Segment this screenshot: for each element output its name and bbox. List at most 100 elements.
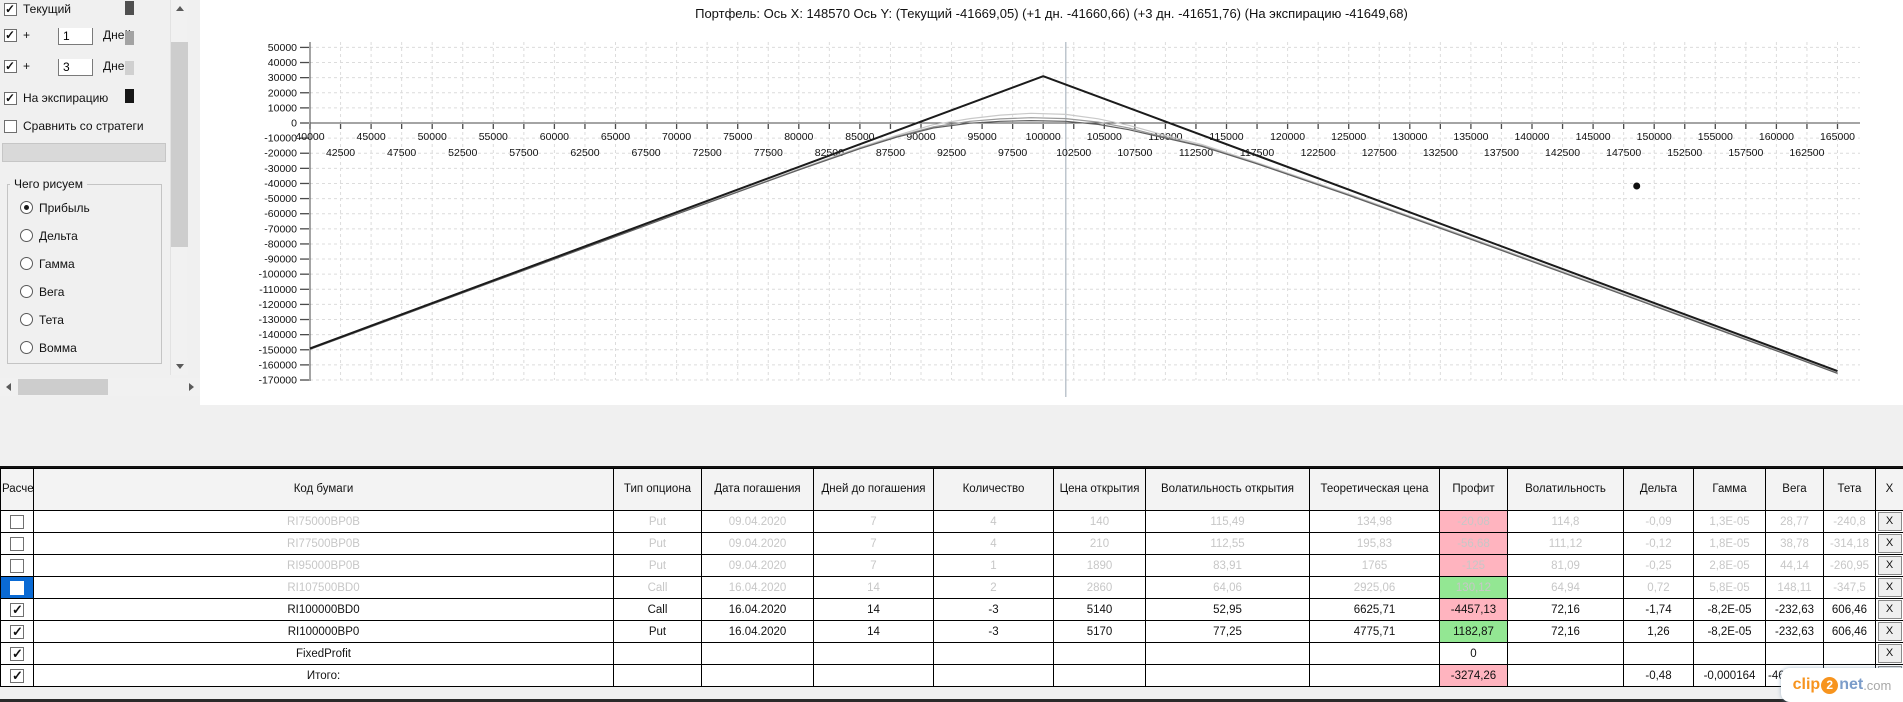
column-header[interactable]: Дельта: [1623, 468, 1694, 511]
column-header[interactable]: Дата погашения: [701, 468, 814, 511]
days-input-3[interactable]: [58, 59, 93, 76]
cell: -4457,13: [1439, 598, 1508, 621]
checkbox-icon[interactable]: [4, 59, 17, 73]
delete-row-button[interactable]: X: [1877, 600, 1902, 619]
column-header[interactable]: Теоретическая цена: [1309, 468, 1440, 511]
checkbox-icon[interactable]: [4, 28, 17, 42]
row-select-cell[interactable]: [0, 598, 34, 621]
panel-vertical-scrollbar[interactable]: [170, 0, 188, 375]
draw-option[interactable]: Прибыль: [20, 201, 161, 215]
svg-text:90000: 90000: [906, 131, 935, 143]
row-checkbox[interactable]: [10, 624, 24, 640]
cell: 140: [1053, 510, 1146, 533]
row-checkbox[interactable]: [10, 536, 24, 551]
checkbox-icon[interactable]: [4, 120, 17, 133]
cell: [1623, 642, 1694, 665]
svg-text:75000: 75000: [723, 131, 752, 143]
column-header[interactable]: Код бумаги: [33, 468, 614, 511]
scroll-left-button[interactable]: [0, 378, 17, 395]
compare-strategy-toggle[interactable]: Сравнить со стратеги: [0, 119, 168, 139]
cell: 09.04.2020: [701, 510, 814, 533]
radio-icon[interactable]: [20, 341, 33, 354]
row-checkbox[interactable]: [10, 646, 24, 662]
delete-row-button[interactable]: X: [1877, 512, 1902, 531]
delete-row-button[interactable]: X: [1877, 578, 1902, 597]
svg-text:80000: 80000: [784, 131, 813, 143]
row-select-cell[interactable]: [0, 642, 34, 665]
row-select-cell[interactable]: [0, 554, 34, 577]
row-checkbox[interactable]: [10, 580, 24, 595]
delete-row-button[interactable]: X: [1877, 644, 1902, 663]
row-checkbox[interactable]: [10, 558, 24, 573]
svg-text:-50000: -50000: [264, 193, 297, 205]
draw-option-label: Тета: [39, 313, 64, 327]
series-toggle-plus3[interactable]: + Дней: [0, 59, 168, 79]
table-row: RI77500BP0B Put 09.04.2020 7 4 210 112,55 195,8…: [0, 532, 1903, 555]
cell: 16.04.2020: [701, 620, 814, 643]
scrollbar-thumb[interactable]: [171, 42, 188, 247]
draw-option[interactable]: Вомма: [20, 341, 161, 355]
cell: 5140: [1053, 598, 1146, 621]
column-header[interactable]: Количество: [933, 468, 1054, 511]
days-label: Дней: [103, 28, 132, 42]
column-header[interactable]: X: [1875, 468, 1903, 511]
svg-text:45000: 45000: [356, 131, 385, 143]
cell: [1145, 664, 1310, 687]
scroll-right-button[interactable]: [183, 378, 200, 395]
svg-text:20000: 20000: [268, 87, 297, 99]
column-header[interactable]: Расчет: [0, 468, 34, 511]
svg-text:-120000: -120000: [258, 299, 297, 311]
scroll-up-button[interactable]: [171, 0, 188, 17]
svg-text:70000: 70000: [662, 131, 691, 143]
row-select-cell[interactable]: [0, 664, 34, 687]
series-toggle-current[interactable]: Текущий: [0, 2, 168, 22]
svg-text:100000: 100000: [1026, 131, 1061, 143]
cell: 111,12: [1507, 532, 1624, 555]
delete-row-button[interactable]: X: [1877, 556, 1902, 575]
column-header[interactable]: Волатильность: [1507, 468, 1624, 511]
radio-icon[interactable]: [20, 229, 33, 242]
draw-option-label: Прибыль: [39, 201, 90, 215]
panel-horizontal-scrollbar[interactable]: [0, 378, 200, 396]
column-header[interactable]: Волатильность открытия: [1145, 468, 1310, 511]
radio-icon[interactable]: [20, 257, 33, 270]
delete-row-button[interactable]: X: [1877, 622, 1902, 641]
draw-option-label: Дельта: [39, 229, 78, 243]
radio-icon[interactable]: [20, 313, 33, 326]
column-header[interactable]: Профит: [1439, 468, 1508, 511]
checkbox-icon[interactable]: [4, 2, 17, 16]
column-header[interactable]: Дней до погашения: [813, 468, 934, 511]
cell: [701, 642, 814, 665]
draw-option[interactable]: Дельта: [20, 229, 161, 243]
radio-icon[interactable]: [20, 201, 33, 214]
row-select-cell[interactable]: [0, 576, 34, 599]
column-header[interactable]: Тета: [1823, 468, 1876, 511]
strategy-compare-input[interactable]: [2, 143, 166, 162]
table-row: RI75000BP0B Put 09.04.2020 7 4 140 115,49 134,9…: [0, 510, 1903, 533]
cell: 64,06: [1145, 576, 1310, 599]
draw-option[interactable]: Гамма: [20, 257, 161, 271]
row-checkbox[interactable]: [10, 668, 24, 684]
scroll-down-button[interactable]: [171, 358, 188, 375]
draw-option[interactable]: Вега: [20, 285, 161, 299]
column-header[interactable]: Цена открытия: [1053, 468, 1146, 511]
row-checkbox[interactable]: [10, 514, 24, 529]
svg-text:-90000: -90000: [264, 254, 297, 266]
delete-row-button[interactable]: X: [1877, 534, 1902, 553]
row-checkbox[interactable]: [10, 602, 24, 618]
series-toggle-expiration[interactable]: На экспирацию: [0, 91, 168, 111]
row-select-cell[interactable]: [0, 532, 34, 555]
row-select-cell[interactable]: [0, 620, 34, 643]
row-select-cell[interactable]: [0, 510, 34, 533]
radio-icon[interactable]: [20, 285, 33, 298]
column-header[interactable]: Гамма: [1693, 468, 1766, 511]
column-header[interactable]: Вега: [1765, 468, 1824, 511]
chart-canvas[interactable]: 50000400003000020000100000-10000-20000-3…: [200, 0, 1903, 405]
checkbox-icon[interactable]: [4, 91, 17, 105]
scrollbar-thumb[interactable]: [18, 379, 108, 395]
days-input-1[interactable]: [58, 28, 93, 45]
draw-option[interactable]: Тета: [20, 313, 161, 327]
svg-text:142500: 142500: [1545, 147, 1580, 159]
column-header[interactable]: Тип опциона: [613, 468, 702, 511]
series-toggle-plus1[interactable]: + Дней: [0, 28, 168, 48]
